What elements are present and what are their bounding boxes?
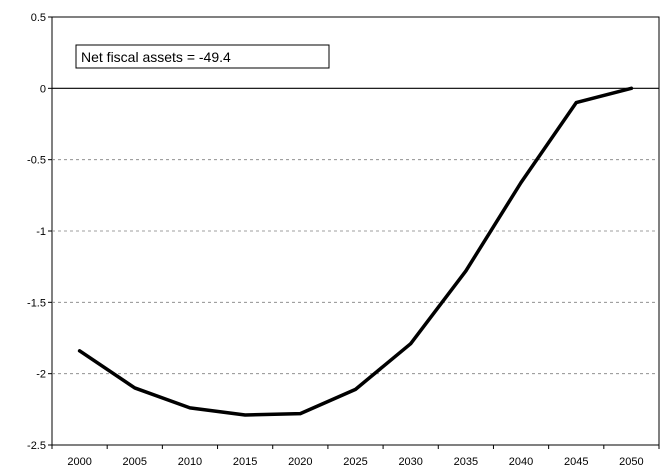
data-point (133, 386, 137, 390)
annotation-box: Net fiscal assets = -49.4 (75, 44, 330, 69)
x-tick-label: 2045 (564, 456, 588, 468)
data-point (243, 413, 247, 417)
data-point (78, 349, 82, 353)
data-point (354, 387, 357, 391)
x-tick-label: 2025 (343, 456, 367, 468)
data-point (464, 269, 468, 273)
y-tick-label: 0.5 (31, 12, 46, 24)
y-tick-label: -1 (36, 226, 46, 238)
x-axis-ticks: 2000 2005 2010 2015 2020 2025 2030 2035 2040 2045… (51, 445, 660, 468)
gridlines (52, 159, 659, 375)
y-tick-label: -2.5 (27, 440, 46, 452)
data-point (629, 86, 633, 90)
x-tick-label: 2035 (454, 456, 478, 468)
y-tick-label: -0.5 (27, 155, 46, 167)
x-tick-label: 2005 (123, 456, 147, 468)
series-layer (77, 86, 634, 417)
data-point (188, 406, 192, 410)
x-tick-label: 2030 (398, 456, 422, 468)
data-point (298, 412, 302, 416)
y-tick-label: -2 (36, 369, 46, 381)
data-point (574, 101, 578, 105)
x-tick-label: 2000 (67, 456, 91, 468)
x-tick-label: 2020 (288, 456, 312, 468)
data-point (519, 180, 523, 184)
y-axis-ticks: 0.5 0 -0.5 -1 -1.5 -2 -2.5 (27, 12, 52, 452)
x-tick-label: 2015 (233, 456, 257, 468)
x-tick-label: 2010 (178, 456, 202, 468)
annotation-frame (75, 44, 330, 69)
data-point (409, 342, 413, 346)
y-tick-label: -1.5 (27, 297, 46, 309)
annotation-text: Net fiscal assets = -49.4 (81, 49, 231, 65)
y-tick-label: 0 (40, 83, 46, 95)
x-tick-label: 2050 (619, 456, 643, 468)
x-tick-label: 2040 (509, 456, 533, 468)
